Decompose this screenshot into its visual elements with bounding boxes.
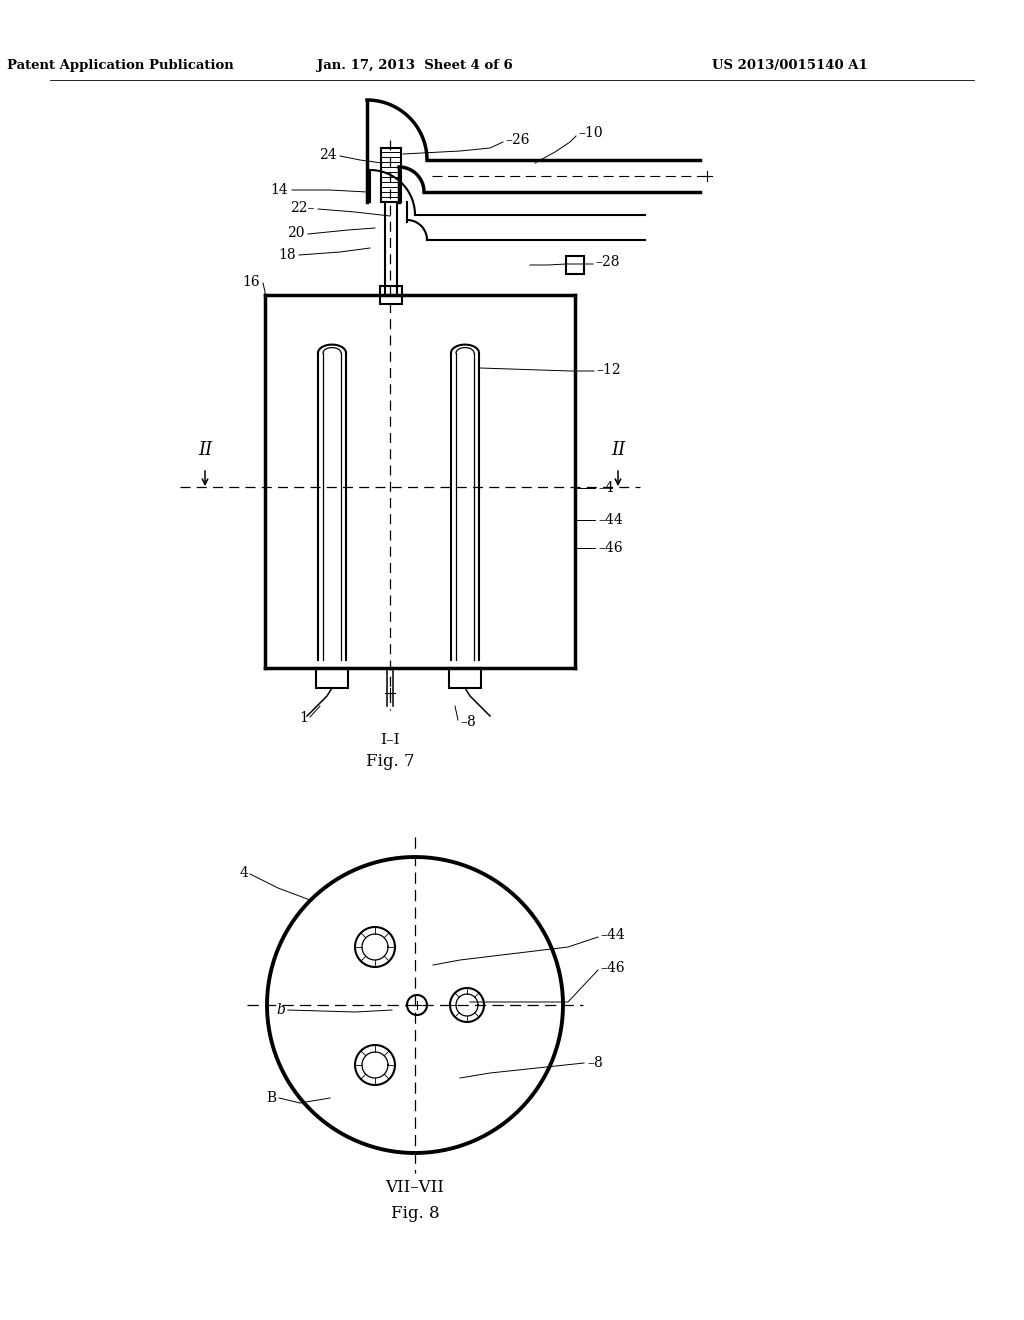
Text: 18: 18 xyxy=(279,248,296,261)
Text: 4: 4 xyxy=(240,866,248,880)
Text: 14: 14 xyxy=(270,183,288,197)
Text: VII–VII: VII–VII xyxy=(386,1180,444,1196)
Text: –44: –44 xyxy=(600,928,625,942)
Text: 16: 16 xyxy=(243,275,260,289)
Text: b: b xyxy=(276,1003,285,1016)
Text: –44: –44 xyxy=(598,513,623,527)
Bar xyxy=(566,256,584,275)
Text: II: II xyxy=(198,441,212,459)
Bar xyxy=(449,668,481,688)
Bar xyxy=(380,286,402,304)
Text: Fig. 7: Fig. 7 xyxy=(366,754,415,771)
Text: 24: 24 xyxy=(319,148,337,162)
Text: –28: –28 xyxy=(595,255,620,269)
Text: –12: –12 xyxy=(596,363,621,378)
Text: I–I: I–I xyxy=(380,733,399,747)
Text: Patent Application Publication: Patent Application Publication xyxy=(6,58,233,71)
Text: Fig. 8: Fig. 8 xyxy=(391,1204,439,1221)
Text: US 2013/0015140 A1: US 2013/0015140 A1 xyxy=(712,58,868,71)
Text: 22–: 22– xyxy=(291,201,315,215)
Text: Jan. 17, 2013  Sheet 4 of 6: Jan. 17, 2013 Sheet 4 of 6 xyxy=(317,58,513,71)
Text: –4: –4 xyxy=(598,480,613,495)
Text: –26: –26 xyxy=(505,133,529,147)
Text: –8: –8 xyxy=(587,1056,603,1071)
Text: 20: 20 xyxy=(288,226,305,240)
Text: B: B xyxy=(266,1092,276,1105)
Text: –46: –46 xyxy=(600,961,625,975)
Bar xyxy=(316,668,348,688)
Text: –10: –10 xyxy=(578,125,603,140)
Text: –46: –46 xyxy=(598,541,623,554)
Text: II: II xyxy=(611,441,625,459)
Text: –8: –8 xyxy=(460,715,476,729)
Text: 1: 1 xyxy=(299,711,308,725)
